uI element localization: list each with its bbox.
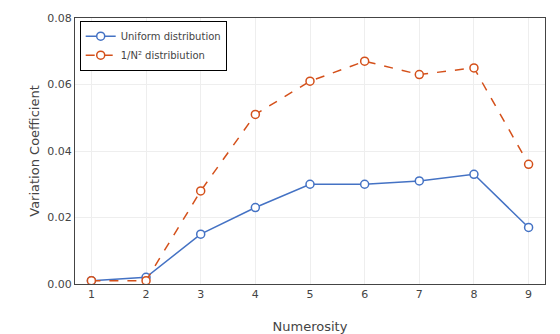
svg-text:Numerosity: Numerosity — [273, 319, 348, 334]
svg-text:1: 1 — [88, 288, 95, 301]
svg-text:0.04: 0.04 — [47, 145, 72, 158]
svg-text:1/N² distribiution: 1/N² distribiution — [121, 50, 205, 61]
svg-text:0.06: 0.06 — [47, 78, 72, 91]
svg-text:2: 2 — [143, 288, 150, 301]
svg-text:5: 5 — [307, 288, 314, 301]
svg-text:4: 4 — [252, 288, 259, 301]
svg-text:9: 9 — [525, 288, 532, 301]
svg-text:0.02: 0.02 — [47, 211, 72, 224]
svg-text:Uniform distribution: Uniform distribution — [121, 31, 221, 42]
svg-text:8: 8 — [470, 288, 477, 301]
svg-text:Variation Coefficient: Variation Coefficient — [27, 85, 42, 217]
svg-text:6: 6 — [361, 288, 368, 301]
svg-text:7: 7 — [416, 288, 423, 301]
svg-text:0.00: 0.00 — [47, 278, 72, 291]
svg-text:3: 3 — [197, 288, 204, 301]
svg-text:0.08: 0.08 — [47, 12, 72, 25]
